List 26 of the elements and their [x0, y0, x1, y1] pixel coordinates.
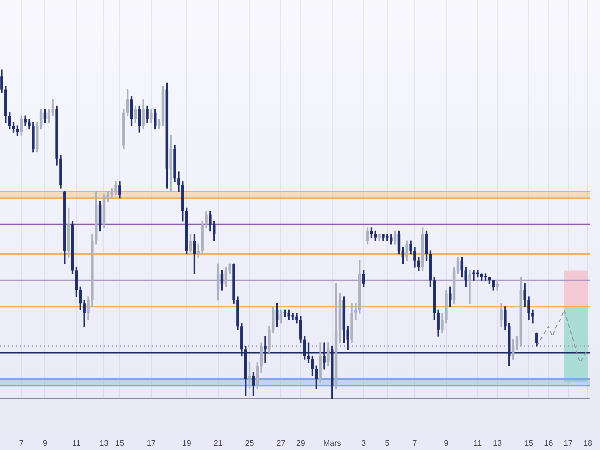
x-tick-label: 13: [100, 439, 110, 448]
x-tick-label: 9: [444, 439, 450, 448]
x-tick-label: 21: [214, 439, 224, 448]
x-tick-label: 25: [245, 439, 255, 448]
x-tick-label: 13: [493, 439, 503, 448]
x-tick-label: 17: [146, 439, 156, 448]
x-tick-label: 11: [72, 439, 82, 448]
x-tick-label: 3: [362, 439, 367, 448]
x-tick-label: 29: [296, 439, 306, 448]
x-tick-label: 7: [19, 439, 24, 448]
x-tick-label: 15: [116, 439, 125, 448]
x-tick-label: 9: [43, 439, 48, 448]
x-tick-label: 17: [564, 439, 574, 448]
x-tick-label: 27: [276, 439, 286, 448]
candlestick: [292, 313, 294, 320]
x-tick-label: 19: [182, 439, 192, 448]
candlestick: [472, 270, 476, 281]
x-tick-label: 18: [584, 439, 594, 448]
x-tick-label: 11: [474, 439, 483, 448]
candlestick: [386, 234, 389, 242]
x-tick-label: Mars: [323, 439, 342, 448]
x-tick-label: 7: [412, 439, 418, 448]
x-tick-label: 15: [524, 439, 534, 448]
candlestick: [468, 270, 472, 304]
x-tick-label: 5: [385, 439, 390, 448]
x-tick-label: 16: [544, 439, 554, 448]
